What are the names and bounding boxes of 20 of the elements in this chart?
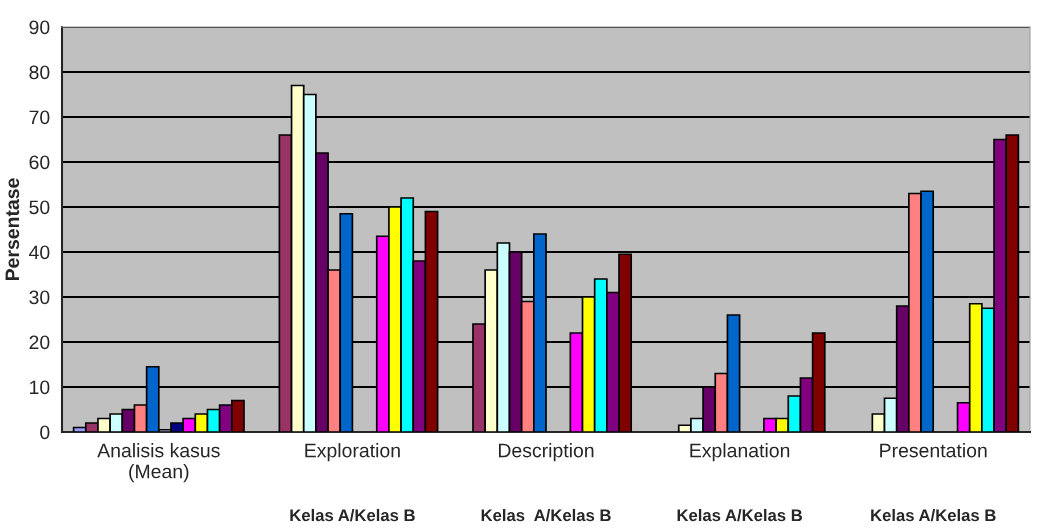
x-tick-label: Exploration — [305, 443, 400, 462]
text: Kelas A/Kelas B — [481, 508, 611, 522]
y-tick-label: 60 — [29, 155, 50, 170]
x-tick-label: Description — [498, 443, 594, 462]
y-tick-label: 10 — [30, 380, 50, 395]
y-axis-title: Persentase — [5, 178, 20, 281]
y-tick-label: 90 — [29, 20, 50, 35]
y-tick-label: 20 — [29, 335, 50, 350]
y-tick-label: 30 — [29, 290, 50, 305]
text: Kelas A/Kelas B — [290, 508, 415, 522]
y-tick-label: 0 — [40, 425, 50, 440]
y-tick-label: 70 — [29, 110, 50, 125]
x-tick-label: Analisis kasus (Mean) — [97, 443, 220, 483]
y-tick-label: 50 — [29, 200, 50, 215]
text: Kelas A/Kelas B — [677, 508, 802, 522]
x-tick-label: Presentation — [880, 443, 987, 458]
y-tick-label: 40 — [29, 245, 50, 260]
text: Kelas A/Kelas B — [871, 508, 996, 522]
x-tick-label: Explanation — [690, 443, 790, 462]
y-tick-label: 80 — [29, 65, 50, 80]
